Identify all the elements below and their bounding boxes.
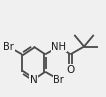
Text: NH: NH	[51, 42, 66, 52]
Text: Br: Br	[53, 74, 64, 85]
Text: O: O	[66, 65, 75, 75]
Text: N: N	[30, 74, 38, 85]
Text: Br: Br	[3, 42, 14, 52]
